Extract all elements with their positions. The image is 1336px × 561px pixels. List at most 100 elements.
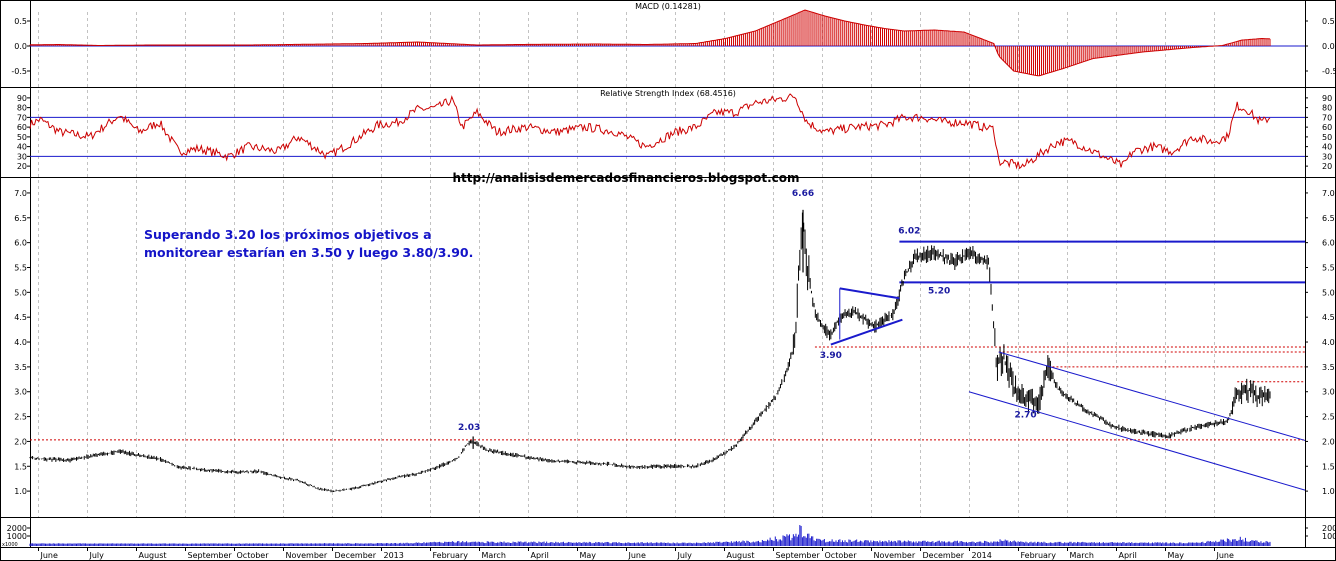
y-tick-label-right: 40 (1322, 143, 1332, 152)
month-label: October (825, 551, 858, 560)
y-tick-label-right: 5.0 (1322, 288, 1335, 297)
y-tick-label-right: -0.5 (1322, 67, 1336, 76)
price-annotation: 2.70 (1014, 411, 1036, 421)
channel-lower (968, 391, 1306, 491)
y-tick-label-left: 2.0 (14, 437, 27, 446)
y-tick-label-right: 0.5 (1322, 17, 1335, 26)
support-resistance-lines (30, 240, 1305, 441)
triangle-lower (830, 318, 903, 346)
rsi-panel: Relative Strength Index (68.4516) 90 9080… (17, 89, 1332, 171)
trend-drawings (830, 287, 1306, 491)
y-tick-label-left: 0.0 (14, 42, 27, 51)
rsi-line (29, 93, 1271, 170)
price-panel: http://analisisdemercadosfinancieros.blo… (14, 171, 1334, 496)
volume-bars (29, 525, 1271, 546)
y-tick-label-left: 2000 (7, 524, 27, 533)
y-tick-label-left: 1.0 (14, 487, 27, 496)
y-tick-label-left: 3.5 (14, 363, 27, 372)
y-tick-label-right: 6.5 (1322, 214, 1335, 223)
triangle-upper (839, 287, 900, 300)
month-label: 2013 (384, 551, 404, 560)
y-tick-label-right: 50 (1322, 133, 1332, 142)
rsi-levels (30, 116, 1305, 157)
y-tick-label-right: 2.5 (1322, 413, 1335, 422)
month-label: September (188, 551, 233, 560)
price-annotation: 6.66 (792, 189, 814, 199)
y-tick-label-right: 30 (1322, 152, 1332, 161)
month-label: August (727, 551, 755, 560)
y-tick-label-right: 1.5 (1322, 462, 1335, 471)
month-label: July (677, 551, 693, 560)
y-tick-label-right: 90 (1322, 94, 1332, 103)
price-annotation: 3.90 (820, 351, 842, 361)
y-tick-label-left: 0.5 (14, 17, 27, 26)
month-label: August (139, 551, 167, 560)
y-tick-label-right: 3.0 (1322, 388, 1335, 397)
month-label: November (874, 551, 916, 560)
analysis-note-line1: Superando 3.20 los próximos objetivos a (144, 227, 432, 242)
month-label: 2014 (972, 551, 992, 560)
macd-title: MACD (0.14281) (635, 2, 701, 11)
y-tick-label-left: 4.5 (14, 313, 27, 322)
y-tick-label-right: 2.0 (1322, 437, 1335, 446)
macd-line (29, 9, 1271, 77)
month-label: October (237, 551, 270, 560)
month-label: December (923, 551, 965, 560)
y-tick-label-left: 20 (17, 162, 27, 171)
month-label: September (776, 551, 821, 560)
y-tick-label-right: 1.0 (1322, 487, 1335, 496)
y-tick-label-left: 70 (17, 113, 27, 122)
macd-histogram (29, 10, 1305, 76)
y-tick-label-right: 4.0 (1322, 338, 1335, 347)
y-tick-label-right: 70 (1322, 113, 1332, 122)
month-label: November (286, 551, 328, 560)
month-label: April (531, 551, 549, 560)
month-label: June (40, 551, 59, 560)
macd-y-ticks: 0.5 0.5 0.0 0.0 -0.5 -0.5 (11, 17, 1336, 76)
y-tick-label-right: 80 (1322, 104, 1332, 113)
price-bars (29, 209, 1271, 493)
month-axis: June July August September October November De… (38, 547, 1235, 560)
price-annotation: 5.20 (928, 286, 950, 296)
price-annotation: 6.02 (898, 227, 920, 237)
month-label: February (1021, 551, 1057, 560)
month-label: July (89, 551, 105, 560)
y-tick-label-left: 60 (17, 123, 27, 132)
macd-panel: MACD (0.14281) 0.5 0.5 0.0 0.0 -0.5 -0.5 (11, 2, 1336, 77)
volume-y-ticks: 2000200010001000 (7, 524, 1336, 541)
volume-unit: x1000 (2, 542, 18, 548)
month-label: April (1119, 551, 1137, 560)
y-tick-label-left: 5.0 (14, 288, 27, 297)
y-tick-label-left: 1000 (7, 532, 27, 541)
month-label: February (433, 551, 469, 560)
y-tick-label-left: 7.0 (14, 189, 27, 198)
month-label: May (1168, 551, 1185, 560)
y-tick-label-left: 6.0 (14, 239, 27, 248)
volume-panel: 2000200010001000 x1000 (2, 524, 1336, 548)
y-tick-label-right: 0.0 (1322, 42, 1335, 51)
price-y-ticks: 7.0 7.0 6.5 6.5 6.0 6.0 5.5 5.5 5.0 5.0 4.5 4.5 4.0 4… (14, 189, 1334, 496)
y-tick-label-right: 3.5 (1322, 363, 1335, 372)
month-label: June (1216, 551, 1235, 560)
y-tick-label-left: 6.5 (14, 214, 27, 223)
month-label: May (580, 551, 597, 560)
price-annotation: 2.03 (458, 423, 480, 433)
y-tick-label-left: 1.5 (14, 462, 27, 471)
month-label: December (335, 551, 377, 560)
y-tick-label-left: 30 (17, 152, 27, 161)
y-tick-label-left: 80 (17, 104, 27, 113)
blog-url: http://analisisdemercadosfinancieros.blo… (453, 171, 800, 185)
y-tick-label-right: 5.5 (1322, 263, 1335, 272)
y-tick-label-left: 50 (17, 133, 27, 142)
month-label: June (628, 551, 647, 560)
y-tick-label-right: 20 (1322, 162, 1332, 171)
y-tick-label-right: 7.0 (1322, 189, 1335, 198)
y-tick-label-right: 1000 (1322, 532, 1336, 541)
y-tick-label-left: 2.5 (14, 413, 27, 422)
month-label: March (482, 551, 506, 560)
y-tick-label-right: 60 (1322, 123, 1332, 132)
